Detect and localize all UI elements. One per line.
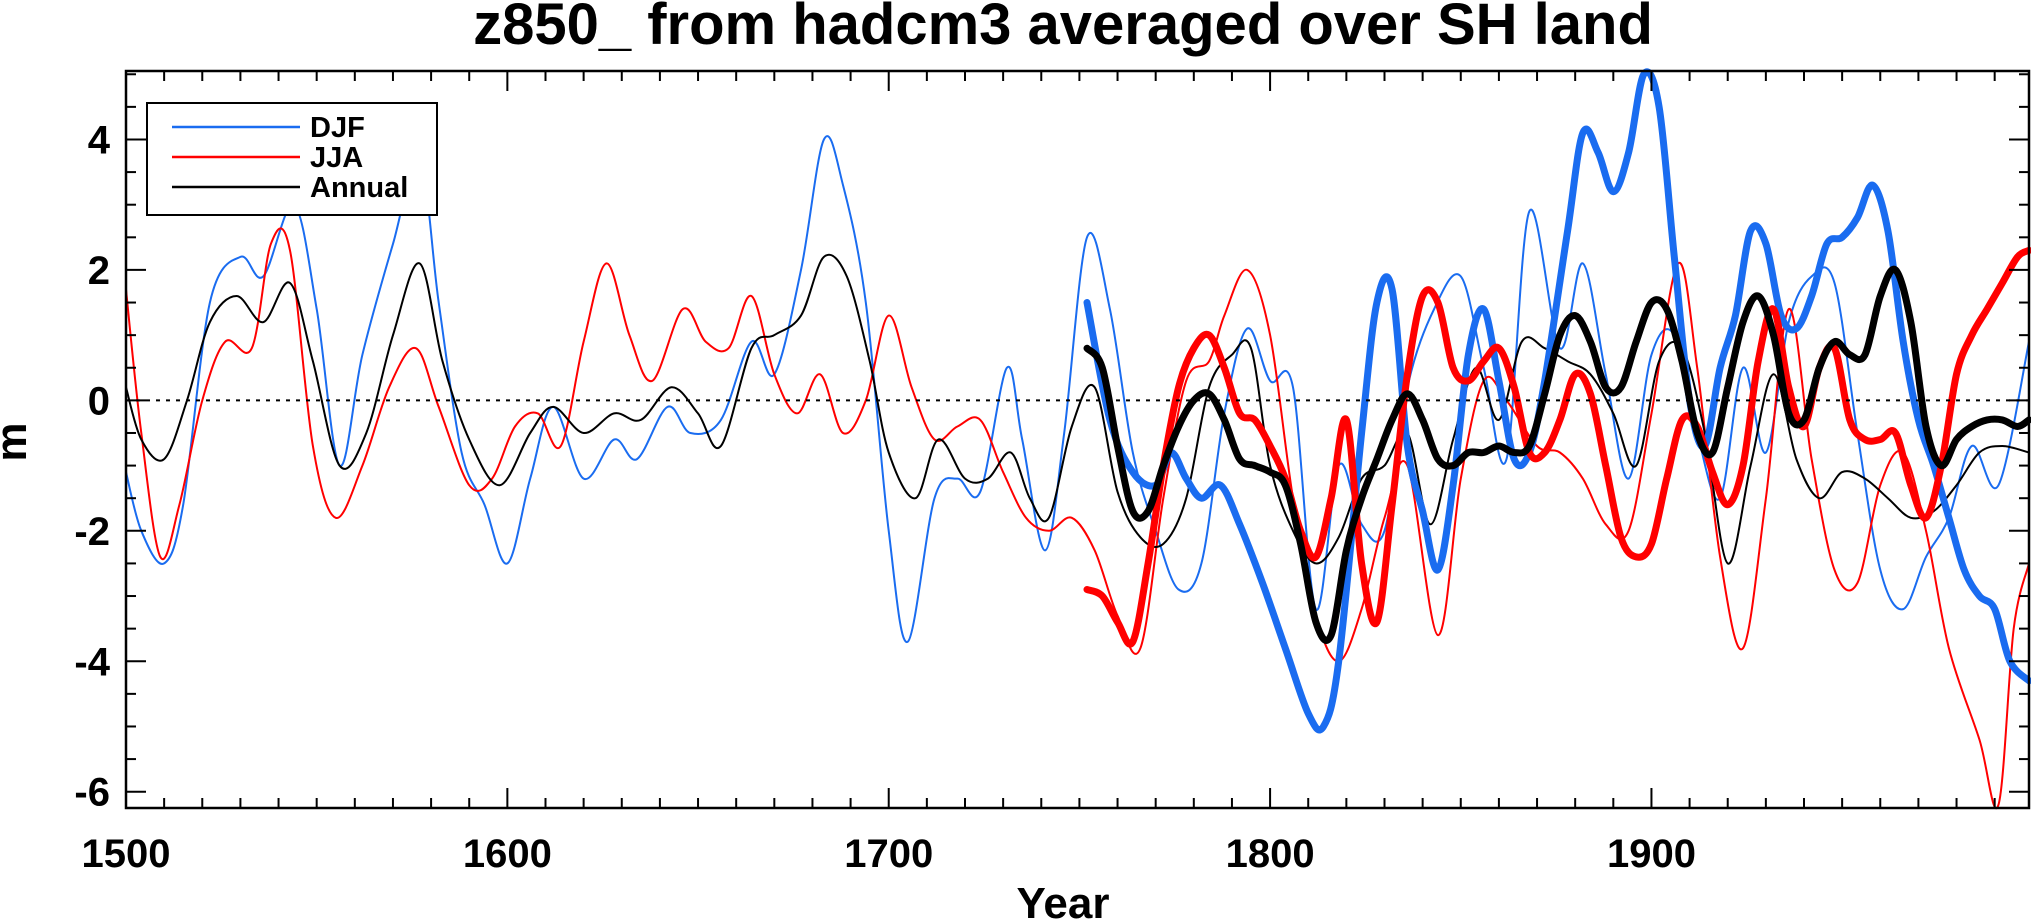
y-tick-label: -6 [74, 771, 110, 815]
y-tick-label: 0 [88, 379, 110, 423]
ticks-layer [125, 71, 2029, 808]
series-line-annual [125, 253, 2030, 565]
y-tick-label: 4 [88, 118, 111, 162]
x-tick-label: 1500 [82, 832, 171, 876]
chart-title: z850_ from hadcm3 averaged over SH land [473, 0, 1653, 57]
legend: DJF JJA Annual [146, 102, 438, 216]
legend-label-jja: JJA [310, 142, 363, 174]
y-tick-label: -2 [74, 510, 110, 554]
y-axis-label: m [0, 422, 36, 461]
x-tick-labels: 1500 1600 1700 1800 1900 [82, 832, 1696, 876]
series-layer [125, 68, 2031, 809]
x-tick-label: 1600 [463, 832, 552, 876]
plot-frame [124, 69, 2031, 810]
series-line-jja-smoothed [1083, 246, 2031, 648]
series-line-annual-smoothed [1083, 265, 2031, 644]
x-axis-label: Year [1017, 879, 1110, 924]
x-tick-label: 1800 [1226, 832, 1315, 876]
legend-box [146, 102, 438, 216]
x-tick-label: 1700 [844, 832, 933, 876]
y-tick-label: -4 [74, 640, 110, 684]
legend-label-djf: DJF [310, 112, 365, 144]
legend-label-annual: Annual [310, 172, 408, 204]
y-tick-labels: -6 -4 -2 0 2 4 [74, 118, 110, 814]
series-line-djf-smoothed [1083, 68, 2031, 734]
y-tick-label: 2 [88, 249, 110, 293]
series-line-jja [125, 227, 2030, 809]
x-tick-label: 1900 [1607, 832, 1696, 876]
